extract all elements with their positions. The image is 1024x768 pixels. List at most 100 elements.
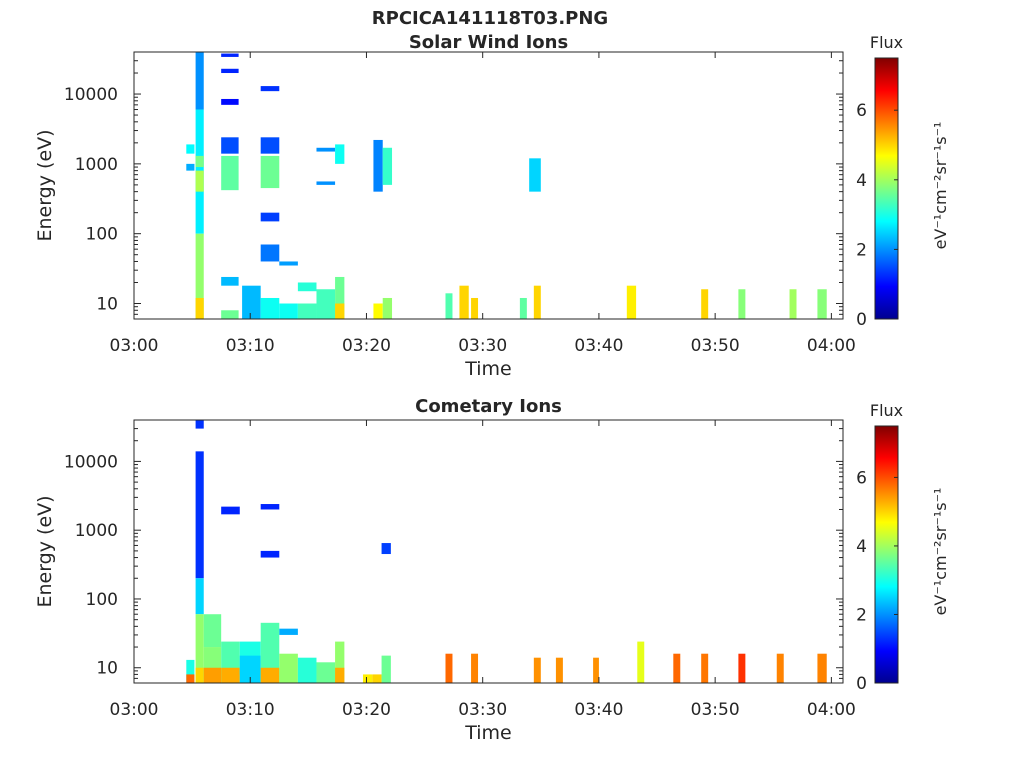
heatmap-cell: [445, 293, 453, 319]
heatmap-cell: [471, 653, 479, 683]
heatmap-cells: [186, 420, 827, 683]
colorbar-title: Flux: [870, 33, 903, 52]
heatmap-cell: [195, 451, 204, 579]
panel-title: Cometary Ions: [415, 396, 562, 417]
x-tick-label: 03:40: [574, 700, 623, 720]
heatmap-cell: [221, 137, 239, 154]
panel-2: Cometary Ions 03:00 03:10 03:20 03:30 03:40 03…: [34, 396, 950, 744]
y-axis-label: Energy (eV): [34, 495, 56, 607]
x-tick-label: 03:00: [110, 336, 159, 356]
heatmap-cell: [279, 261, 298, 266]
heatmap-cell: [372, 674, 382, 683]
heatmap-cell: [297, 282, 317, 292]
heatmap-cell: [335, 276, 345, 319]
heatmap-cell: [195, 52, 204, 110]
heatmap-cell: [555, 657, 563, 683]
heatmap-cell: [203, 667, 222, 683]
colorbar-tick-label: 2: [856, 605, 867, 625]
heatmap-cell: [221, 155, 239, 191]
heatmap-cell: [195, 233, 204, 319]
heatmap-cell: [260, 86, 280, 92]
heatmap-cell: [381, 655, 391, 683]
heatmap-cell: [221, 98, 239, 105]
heatmap-cell: [260, 667, 280, 683]
x-tick-label: 03:10: [226, 336, 275, 356]
x-tick-label: 04:00: [807, 336, 856, 356]
colorbar-tick-label: 0: [856, 310, 867, 330]
heatmap-cell: [738, 289, 746, 319]
x-tick-label: 03:10: [226, 700, 275, 720]
heatmap-cell: [335, 144, 345, 164]
heatmap-cell: [186, 144, 195, 154]
y-tick-label: 1000: [75, 521, 118, 541]
colorbar-tick-label: 4: [856, 171, 867, 191]
heatmap-cell: [529, 158, 541, 192]
heatmap-cell: [701, 289, 709, 319]
heatmap-cell: [316, 147, 336, 152]
heatmap-cell: [195, 297, 204, 319]
panels: Solar Wind Ions 03:00 03:10 03:20 03:30 03:40…: [34, 32, 950, 744]
panel-1: Solar Wind Ions 03:00 03:10 03:20 03:30 03:40…: [34, 32, 950, 380]
heatmap-cell: [637, 641, 645, 683]
heatmap-cell: [673, 653, 681, 683]
axes-frame: [133, 51, 844, 320]
heatmap-cell: [186, 163, 195, 171]
x-axis-label: Time: [464, 358, 512, 380]
heatmap-cell: [459, 285, 469, 319]
heatmap-cell: [242, 285, 261, 319]
colorbar: [874, 57, 899, 320]
x-tick-label: 03:30: [458, 700, 507, 720]
heatmap-cell: [279, 303, 298, 319]
y-tick-label: 100: [86, 590, 118, 610]
x-tick-label: 03:30: [458, 336, 507, 356]
x-tick-label: 03:50: [691, 336, 740, 356]
heatmap-cell: [373, 139, 383, 192]
heatmap-cell: [297, 303, 317, 319]
y-tick-label: 1000: [75, 155, 118, 175]
heatmap-cell: [382, 297, 393, 319]
x-tick-label: 04:00: [807, 700, 856, 720]
y-tick-label: 10: [96, 659, 118, 679]
heatmap-cell: [626, 285, 637, 319]
heatmap-cell: [221, 53, 239, 57]
heatmap-cell: [221, 68, 239, 74]
panel-title: Solar Wind Ions: [409, 32, 568, 53]
heatmap-cell: [221, 276, 239, 286]
colorbar-unit-label: eV⁻¹cm⁻²sr⁻¹s⁻¹: [931, 488, 950, 616]
x-tick-label: 03:00: [110, 700, 159, 720]
heatmap-cell: [362, 674, 373, 683]
heatmap-cell: [195, 420, 204, 429]
heatmap-cell: [381, 543, 391, 555]
heatmap-cell: [195, 170, 204, 192]
heatmap-cell: [195, 578, 204, 615]
heatmap-cell: [335, 667, 345, 683]
heatmap-cell: [701, 653, 709, 683]
heatmap-cell: [335, 303, 345, 319]
heatmap-cell: [519, 297, 527, 319]
y-tick-label: 10000: [64, 85, 118, 105]
heatmap-cell: [203, 614, 222, 648]
heatmap-cell: [186, 674, 195, 683]
y-tick-label: 100: [86, 225, 118, 245]
colorbar-unit-label: eV⁻¹cm⁻²sr⁻¹s⁻¹: [931, 122, 950, 250]
figure-title: RPCICA141118T03.PNG: [372, 8, 608, 29]
heatmap-cell: [776, 653, 784, 683]
colorbar-tick-label: 6: [856, 101, 867, 121]
colorbar-title: Flux: [870, 401, 903, 420]
heatmap-cell: [471, 297, 479, 319]
colorbar: [874, 425, 899, 684]
x-tick-label: 03:50: [691, 700, 740, 720]
heatmap-cell: [297, 657, 317, 683]
heatmap-cell: [789, 289, 797, 319]
colorbar-tick-label: 2: [856, 240, 867, 260]
heatmap-cell: [221, 506, 240, 515]
heatmap-cell: [260, 212, 280, 222]
heatmap-cell: [335, 641, 345, 683]
heatmap-cell: [260, 137, 280, 154]
x-tick-label: 03:20: [342, 700, 391, 720]
y-tick-label: 10: [96, 295, 118, 315]
heatmap-cell: [373, 303, 383, 319]
colorbar-tick-label: 4: [856, 537, 867, 557]
colorbar-tick-label: 6: [856, 468, 867, 488]
heatmap-cell: [382, 147, 393, 185]
